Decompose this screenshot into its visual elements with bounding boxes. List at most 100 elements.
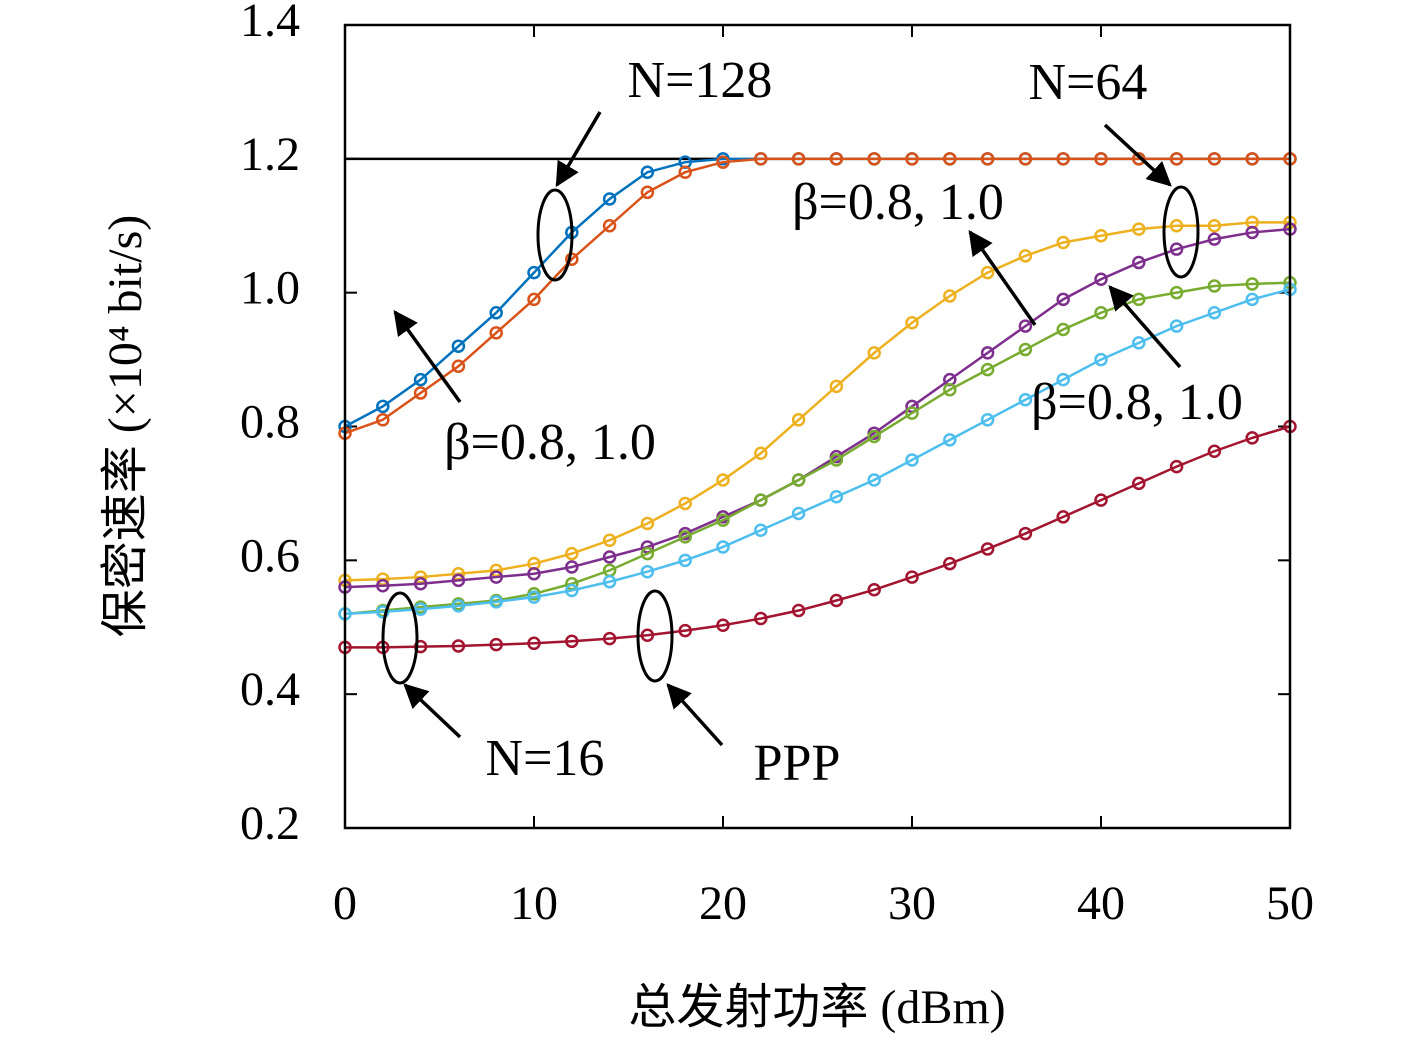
data-point	[1169, 459, 1184, 474]
data-point	[867, 583, 881, 597]
data-point	[527, 292, 541, 307]
data-point	[1169, 285, 1184, 300]
data-point	[413, 386, 428, 400]
data-point	[791, 413, 806, 427]
data-point	[905, 570, 919, 584]
data-point	[602, 219, 617, 233]
data-point	[791, 603, 806, 618]
data-point	[716, 513, 730, 527]
data-point	[565, 583, 579, 598]
y-tick-label: 0.8	[240, 396, 300, 449]
data-point	[1207, 279, 1222, 293]
data-point	[829, 152, 844, 166]
data-point	[602, 192, 617, 206]
data-point	[376, 605, 390, 619]
data-point	[980, 346, 995, 360]
data-point	[602, 550, 617, 564]
y-tick-label: 0.2	[240, 797, 300, 850]
data-point	[1056, 152, 1070, 166]
annotation-arrow	[666, 683, 724, 747]
data-point	[1169, 319, 1184, 333]
data-point	[1207, 444, 1222, 459]
data-point	[943, 556, 957, 571]
data-point	[565, 560, 579, 574]
data-point	[413, 577, 428, 591]
data-point	[376, 579, 390, 593]
data-point	[640, 564, 655, 579]
data-point	[1169, 242, 1184, 256]
data-point	[905, 152, 919, 166]
data-point	[829, 453, 844, 467]
data-point	[451, 339, 466, 353]
data-point	[1018, 342, 1033, 357]
data-point	[943, 289, 957, 303]
data-point	[754, 493, 768, 507]
data-point	[716, 155, 730, 169]
annotation-arrow	[1103, 123, 1172, 187]
data-point	[640, 546, 655, 561]
plot-frame	[343, 23, 1292, 830]
annotation-arrow	[393, 310, 462, 404]
data-point	[678, 623, 692, 638]
y-tick-label: 0.6	[240, 529, 300, 582]
data-point	[943, 382, 957, 397]
data-point	[1169, 219, 1184, 233]
data-point	[640, 628, 655, 643]
data-point	[716, 618, 730, 632]
data-point	[867, 346, 881, 360]
data-point	[829, 593, 844, 608]
data-point	[1018, 249, 1033, 263]
annotation-ellipse	[1162, 185, 1200, 279]
data-point	[980, 542, 995, 556]
annotation-arrow	[403, 683, 462, 739]
annotation: β=0.8, 1.0	[444, 414, 656, 471]
annotation-ellipse	[381, 591, 419, 685]
data-point	[489, 570, 503, 584]
data-point	[1132, 255, 1146, 270]
data-point	[905, 453, 919, 467]
data-point	[565, 546, 579, 561]
data-point	[527, 566, 541, 581]
data-point	[980, 413, 995, 427]
data-point	[1018, 392, 1033, 407]
data-point	[1094, 229, 1108, 243]
data-point	[1207, 305, 1222, 320]
data-point	[413, 639, 428, 654]
data-point	[943, 152, 957, 166]
x-tick-label: 10	[510, 877, 558, 930]
data-point	[1056, 292, 1070, 307]
x-tick-label: 50	[1266, 877, 1314, 930]
data-point	[489, 326, 503, 340]
y-axis-label: 保密速率 (×10⁴ bit/s)	[99, 215, 152, 637]
data-point	[980, 152, 995, 166]
data-point	[678, 496, 692, 511]
data-point	[1094, 272, 1108, 287]
data-point	[754, 611, 768, 626]
data-point	[867, 152, 881, 166]
data-point	[1132, 152, 1146, 166]
x-tick-label: 40	[1077, 877, 1125, 930]
data-point	[867, 473, 881, 487]
data-point	[1094, 152, 1108, 166]
data-point	[791, 152, 806, 166]
data-point	[980, 362, 995, 377]
data-point	[1132, 336, 1146, 350]
data-point	[754, 152, 768, 166]
data-point	[1245, 152, 1259, 166]
data-point	[1056, 510, 1070, 524]
data-point	[1056, 235, 1070, 250]
data-point	[1245, 277, 1259, 291]
data-point	[754, 523, 768, 537]
data-point	[640, 185, 655, 200]
data-point	[1094, 493, 1108, 507]
data-point	[1132, 222, 1146, 236]
data-point	[1207, 152, 1222, 166]
x-tick-label: 0	[333, 877, 357, 930]
data-point	[1018, 319, 1033, 333]
data-point	[527, 590, 541, 604]
data-point	[413, 372, 428, 387]
data-point	[1207, 219, 1222, 233]
data-point	[791, 473, 806, 487]
x-tick-label: 20	[699, 877, 747, 930]
data-point	[1056, 372, 1070, 387]
